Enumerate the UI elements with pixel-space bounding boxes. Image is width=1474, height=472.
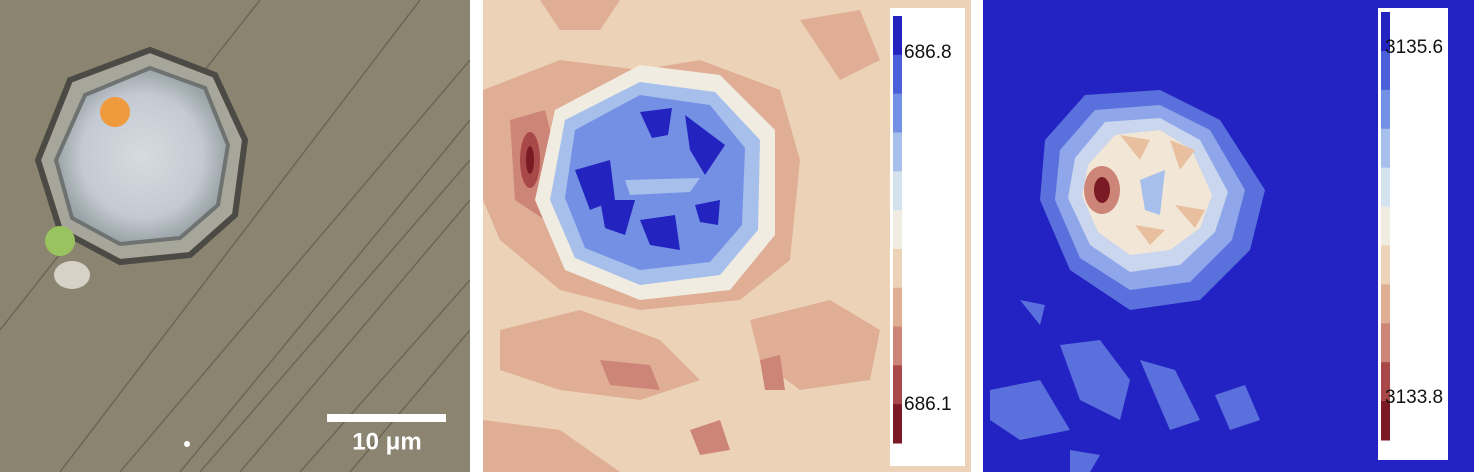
scale-bar [327, 414, 446, 422]
colorbar-band [893, 54, 902, 95]
colorbar-band [1381, 401, 1390, 441]
colorbar-frame [890, 8, 965, 466]
colorbar-band [893, 287, 902, 328]
colorbar-band [893, 248, 902, 289]
colorbar-band [1381, 362, 1390, 402]
contour-map: 686.8 686.1 [483, 0, 971, 472]
colorbar-band [893, 171, 902, 211]
colorbar-band [893, 132, 902, 172]
colorbar-band [1381, 89, 1390, 130]
colorbar-min-label: 3133.8 [1385, 387, 1443, 408]
colorbar-band [1381, 128, 1390, 169]
colorbar-band [893, 93, 902, 133]
colorbar-band [893, 365, 902, 405]
colorbar [893, 16, 902, 444]
colorbar-band [893, 326, 902, 366]
colorbar-band [893, 404, 902, 444]
colorbar-band [893, 16, 902, 56]
colorbar-band [1381, 323, 1390, 363]
colorbar-max-label: 3135.6 [1385, 37, 1443, 58]
colorbar-band [1381, 206, 1390, 246]
colorbar-max-label: 686.8 [904, 42, 952, 63]
scale-label: 10 μm [352, 428, 421, 455]
colorbar-band [1381, 284, 1390, 324]
colorbar-band [893, 210, 902, 250]
colorbar-band [1381, 245, 1390, 285]
colorbar-band [1381, 167, 1390, 208]
colorbar-band [1381, 50, 1390, 91]
colorbar-min-label: 686.1 [904, 394, 952, 415]
micrograph: 10 μm [0, 0, 470, 472]
colorbar-band [1381, 12, 1390, 52]
contour-map: 3135.6 3133.8 [983, 0, 1474, 472]
colorbar [1381, 12, 1390, 441]
